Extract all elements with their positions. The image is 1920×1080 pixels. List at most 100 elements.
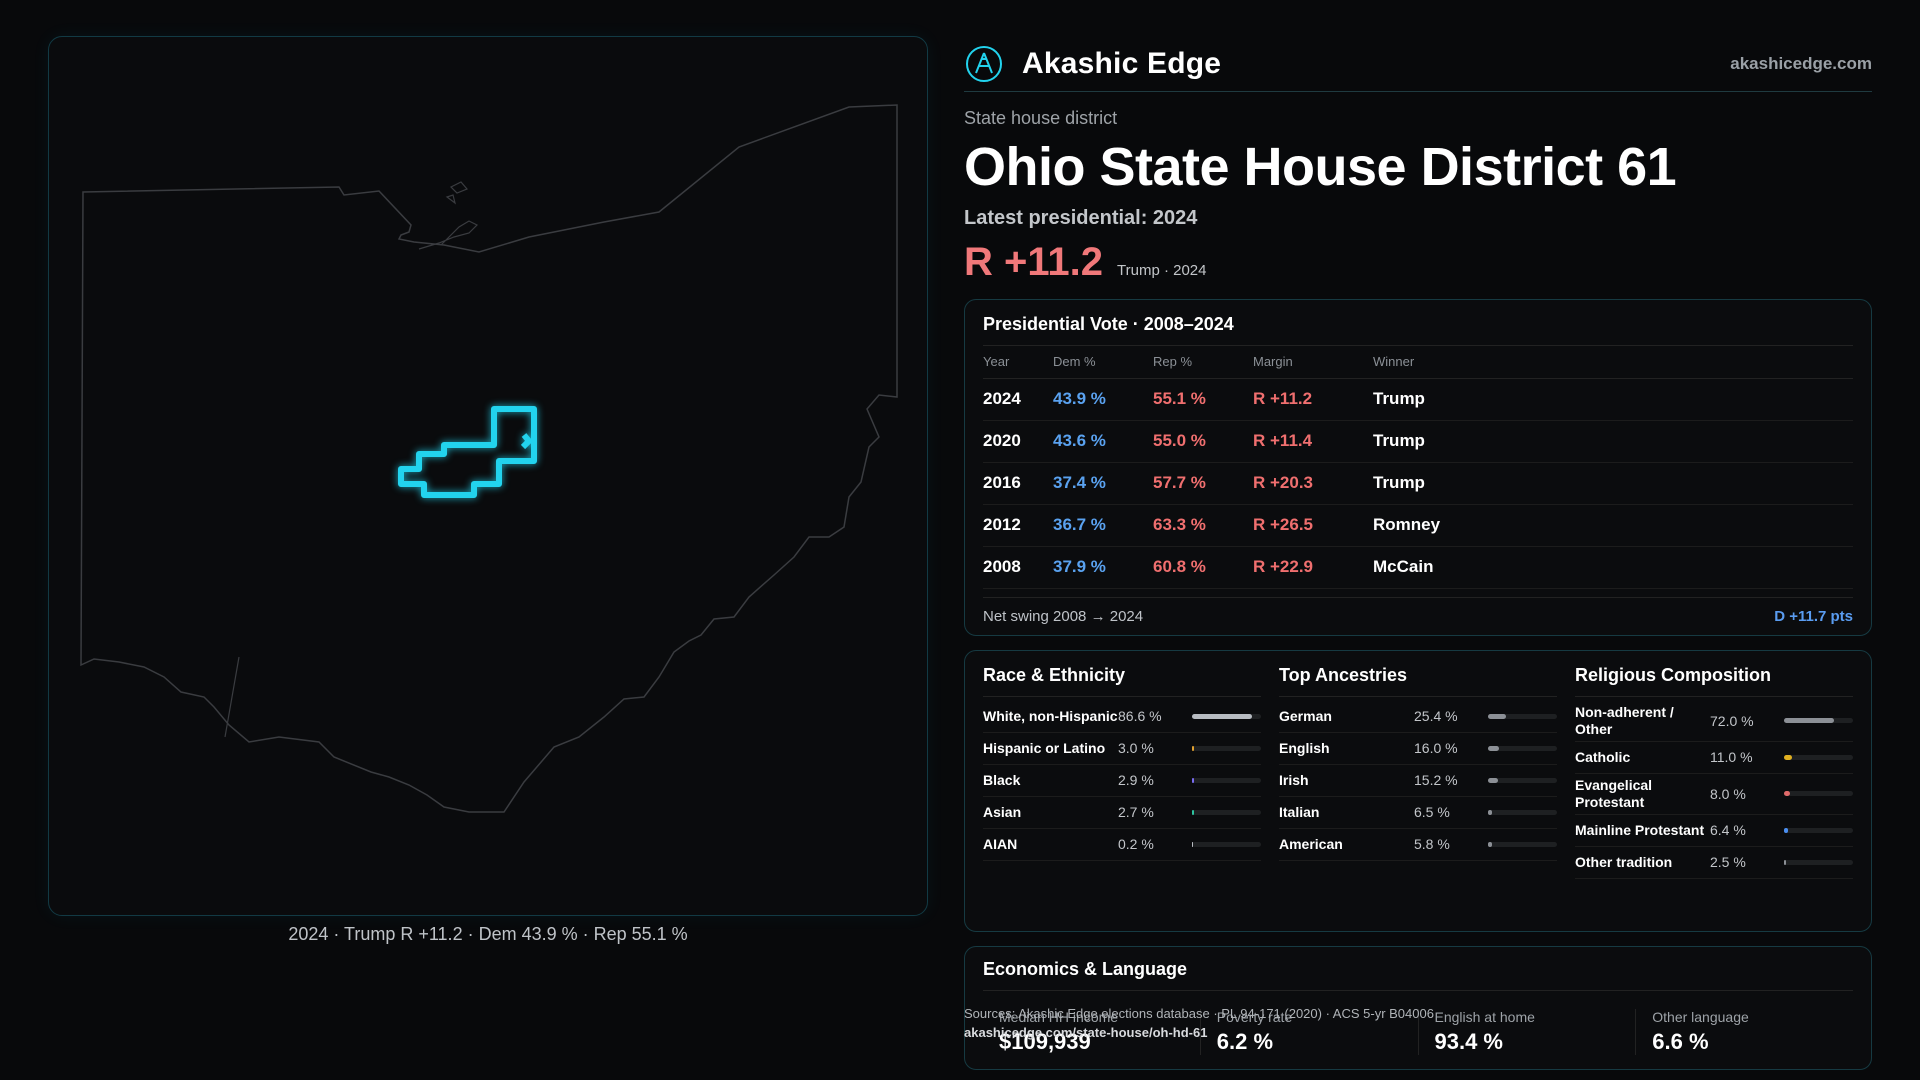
page-title: Ohio State House District 61 [964,137,1677,197]
percent-bar-fill [1192,713,1252,719]
latest-margin: R +11.2 Trump · 2024 [964,240,1872,285]
item-label: Catholic [1575,748,1631,765]
list-item: English 16.0 % [1279,733,1557,765]
net-swing: Net swing 2008 → 2024 D +11.7 pts [983,596,1853,625]
stat-item: Poverty rate 6.2 % [1199,1008,1418,1055]
item-label: Asian [983,803,1022,820]
inner-boundary-line [224,656,240,738]
table-row: 2024 43.9 % 55.1 % R +11.2 Trump [983,378,1853,421]
item-label: Irish [1279,771,1309,788]
cell-year: 2020 [983,420,1053,463]
percent-bar-fill [1488,713,1506,719]
item-percent: 11.0 % [1710,749,1753,765]
religion-section: Religious Composition Non-adherent / Oth… [1575,665,1853,921]
percent-bar [1784,827,1853,833]
percent-bar-fill [1784,718,1834,723]
item-label: Hispanic or Latino [983,739,1106,756]
cell-margin: R +11.2 [1253,378,1373,421]
cell-year: 2024 [983,378,1053,421]
stat-label: Other language [1652,1008,1749,1025]
item-label: Evangelical Protestant [1575,776,1653,810]
list-item: German 25.4 % [1279,701,1557,733]
sources-footer: Sources: Akashic Edge elections database… [964,1004,1464,1042]
map-panel[interactable] [48,36,928,916]
cell-dem: 37.4 % [1053,462,1153,505]
net-swing-value: D +11.7 pts [1774,607,1853,625]
district-profile: Akashic Edge akashicedge.com State house… [964,36,1872,1070]
cell-rep: 55.1 % [1153,378,1253,421]
sources-url-link[interactable]: akashicedge.com/state-house/oh-hd-61 [964,1025,1208,1040]
ancestry-section: Top Ancestries German 25.4 % English 16.0 %… [1279,665,1557,921]
akashic-edge-logo-icon[interactable] [964,44,1004,84]
cell-dem: 36.7 % [1053,504,1153,547]
presidential-vote-title: Presidential Vote · 2008–2024 [983,314,1853,346]
list-item: American 5.8 % [1279,829,1557,861]
stat-label: English at home [1434,1008,1535,1025]
percent-bar [1488,841,1557,847]
item-percent: 0.2 % [1118,836,1154,852]
cell-margin: R +11.4 [1253,420,1373,463]
list-item: Mainline Protestant 6.4 % [1575,815,1853,847]
religion-title: Religious Composition [1575,665,1853,697]
ohio-district-map[interactable] [49,37,929,917]
district-kind: State house district [964,108,1118,128]
economics-card: Economics & Language Median HH income $10… [964,945,1872,1070]
list-item: Asian 2.7 % [983,797,1261,829]
percent-bar [1192,777,1261,783]
item-label: White, non-Hispanic [983,707,1118,724]
presidential-vote-table: Year Dem % Rep % Margin Winner 2024 43.9 … [983,346,1853,589]
item-label: Black [983,771,1021,788]
cell-winner: McCain [1373,546,1853,589]
cell-dem: 43.9 % [1053,378,1153,421]
map-caption: 2024 · Trump R +11.2 · Dem 43.9 % · Rep … [288,924,688,944]
percent-bar [1192,745,1261,751]
item-label: Italian [1279,803,1320,820]
cell-winner: Trump [1373,462,1853,505]
list-item: Catholic 11.0 % [1575,742,1853,774]
ancestry-title: Top Ancestries [1279,665,1557,697]
race-ethnicity-title: Race & Ethnicity [983,665,1261,697]
stat-value: 93.4 % [1434,1028,1504,1054]
stat-item: Other language 6.6 % [1635,1008,1853,1055]
table-row: 2016 37.4 % 57.7 % R +20.3 Trump [983,462,1853,505]
percent-bar-fill [1488,841,1492,847]
presidential-vote-card: Presidential Vote · 2008–2024 Year Dem %… [964,299,1872,636]
item-percent: 3.0 % [1118,740,1154,756]
percent-bar [1488,777,1557,783]
percent-bar-fill [1784,791,1790,796]
percent-bar-fill [1192,809,1194,815]
net-swing-label: Net swing 2008 → 2024 [983,607,1144,625]
cell-margin: R +22.9 [1253,546,1373,589]
brand-name[interactable]: Akashic Edge [1022,46,1222,80]
percent-bar [1784,718,1853,723]
list-item: Evangelical Protestant 8.0 % [1575,774,1853,815]
percent-bar [1784,754,1853,760]
cell-year: 2008 [983,546,1053,589]
item-label: German [1279,707,1332,724]
demographics-card: Race & Ethnicity White, non-Hispanic 86.6… [964,649,1872,932]
list-item: Non-adherent / Other 72.0 % [1575,701,1853,742]
margin-value: R +11.2 [964,240,1104,284]
item-percent: 86.6 % [1118,708,1162,724]
item-percent: 8.0 % [1710,785,1746,802]
item-percent: 5.8 % [1414,836,1450,852]
item-label: Non-adherent / Other [1575,703,1674,737]
list-item: Other tradition 2.5 % [1575,847,1853,879]
col-rep: Rep % [1153,346,1253,379]
district-61-outline[interactable] [398,406,537,498]
item-label: English [1279,739,1330,756]
cell-rep: 63.3 % [1153,504,1253,547]
item-label: American [1279,835,1343,852]
percent-bar-fill [1784,754,1792,760]
percent-bar-fill [1488,809,1493,815]
item-label: Other tradition [1575,853,1673,870]
percent-bar-fill [1192,841,1194,847]
stat-item: English at home 93.4 % [1417,1008,1636,1055]
percent-bar [1488,713,1557,719]
item-percent: 25.4 % [1414,708,1458,724]
cell-margin: R +20.3 [1253,462,1373,505]
lake-erie-islands [418,181,479,250]
list-item: Italian 6.5 % [1279,797,1557,829]
brand-url-link[interactable]: akashicedge.com [1730,53,1872,73]
cell-margin: R +26.5 [1253,504,1373,547]
